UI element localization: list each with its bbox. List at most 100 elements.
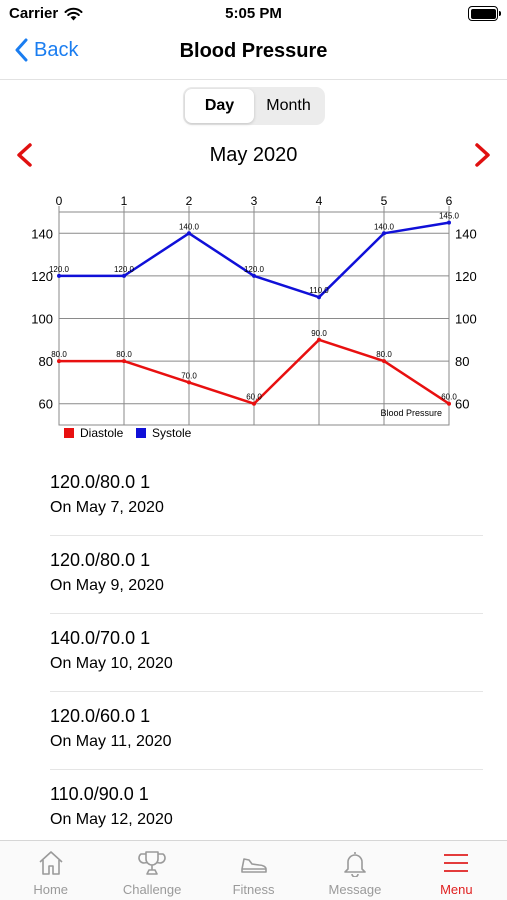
- data-point-diastole: [57, 359, 61, 364]
- bell-icon: [344, 852, 366, 877]
- data-label-systole: 120.0: [49, 265, 70, 274]
- tab-menu[interactable]: Menu: [406, 841, 507, 900]
- data-label-diastole: 70.0: [181, 371, 197, 380]
- x-tick-label: 0: [56, 194, 63, 208]
- sneaker-icon: [240, 858, 267, 873]
- chart-legend: Diastole Systole: [64, 426, 192, 440]
- month-selector: May 2020: [0, 138, 507, 172]
- tab-label: Challenge: [122, 882, 182, 897]
- data-label-diastole: 80.0: [51, 350, 67, 359]
- legend-swatch-systole: [136, 428, 146, 438]
- segment-day[interactable]: Day: [185, 89, 254, 123]
- tab-fitness[interactable]: Fitness: [203, 841, 304, 900]
- period-segmented-control: Day Month: [183, 87, 325, 125]
- list-item[interactable]: 120.0/80.0 1 On May 9, 2020: [50, 536, 483, 614]
- legend-label-systole: Systole: [152, 426, 192, 440]
- y-tick-label-right: 140: [455, 226, 477, 241]
- month-label: May 2020: [209, 144, 298, 166]
- y-tick-label-left: 120: [31, 269, 53, 284]
- reading-value: 110.0/90.0 1: [50, 784, 149, 804]
- data-point-diastole: [447, 401, 451, 406]
- y-tick-label-right: 120: [455, 269, 477, 284]
- x-tick-label: 3: [251, 194, 258, 208]
- tab-label: Home: [33, 882, 69, 897]
- reading-value: 140.0/70.0 1: [50, 628, 151, 648]
- x-tick-label: 1: [121, 194, 128, 208]
- reading-value: 120.0/80.0 1: [50, 472, 151, 492]
- reading-value: 120.0/80.0 1: [50, 550, 151, 570]
- y-tick-label-right: 80: [455, 354, 469, 369]
- tab-bar: Home Challenge Fitness Message Menu: [0, 840, 507, 900]
- data-point-diastole: [317, 337, 321, 342]
- data-label-systole: 120.0: [114, 265, 135, 274]
- chevron-left-icon[interactable]: [12, 142, 38, 168]
- y-tick-label-right: 100: [455, 312, 477, 327]
- wifi-icon: [64, 7, 83, 20]
- data-label-systole: 140.0: [179, 222, 200, 231]
- home-icon: [39, 851, 63, 875]
- blood-pressure-chart: 0 1 2 3 4 5 6 60 60 80 80 100 100 120 120 140 140 80.0 80.…: [31, 194, 477, 440]
- tab-home[interactable]: Home: [0, 841, 101, 900]
- legend-label-diastole: Diastole: [80, 426, 124, 440]
- tab-label: Menu: [440, 882, 473, 897]
- page-title: Blood Pressure: [179, 40, 328, 62]
- data-point-systole: [447, 220, 451, 225]
- carrier-label: Carrier: [9, 5, 59, 22]
- tab-label: Fitness: [232, 882, 275, 897]
- data-point-diastole: [252, 401, 256, 406]
- data-label-systole: 110.0: [309, 286, 329, 295]
- segment-month[interactable]: Month: [266, 97, 311, 114]
- x-tick-label: 2: [186, 194, 193, 208]
- data-label-systole: 140.0: [374, 222, 395, 231]
- status-time: 5:05 PM: [225, 5, 282, 22]
- y-tick-label-left: 60: [39, 397, 53, 412]
- data-label-diastole: 60.0: [441, 393, 457, 402]
- list-item[interactable]: 120.0/80.0 1 On May 7, 2020: [50, 458, 483, 536]
- data-label-systole: 120.0: [244, 265, 265, 274]
- y-tick-label-left: 140: [31, 226, 53, 241]
- data-point-diastole: [187, 380, 191, 385]
- chevron-right-icon[interactable]: [469, 142, 495, 168]
- reading-date: On May 9, 2020: [50, 577, 164, 594]
- data-point-systole: [317, 295, 321, 300]
- reading-date: On May 12, 2020: [50, 811, 173, 828]
- data-label-diastole: 60.0: [246, 393, 262, 402]
- data-point-systole: [122, 273, 126, 278]
- x-tick-label: 6: [446, 194, 453, 208]
- list-item[interactable]: 140.0/70.0 1 On May 10, 2020: [50, 614, 483, 692]
- data-point-diastole: [122, 359, 126, 364]
- menu-icon: [444, 854, 469, 872]
- y-tick-label-left: 100: [31, 312, 53, 327]
- back-button[interactable]: Back: [14, 38, 78, 62]
- status-bar: Carrier 5:05 PM: [0, 0, 507, 28]
- y-tick-label-right: 60: [455, 397, 469, 412]
- readings-list: 120.0/80.0 1 On May 7, 2020 120.0/80.0 1…: [0, 458, 507, 848]
- chart-description: Blood Pressure: [380, 408, 442, 418]
- tab-label: Message: [328, 882, 382, 897]
- reading-date: On May 11, 2020: [50, 733, 172, 750]
- list-item[interactable]: 110.0/90.0 1 On May 12, 2020: [50, 770, 483, 848]
- list-item[interactable]: 120.0/60.0 1 On May 11, 2020: [50, 692, 483, 770]
- back-label: Back: [34, 38, 79, 61]
- tab-challenge[interactable]: Challenge: [101, 841, 202, 900]
- data-label-diastole: 90.0: [311, 329, 327, 338]
- chevron-left-icon: [15, 38, 28, 62]
- legend-swatch-diastole: [64, 428, 74, 438]
- x-tick-label: 4: [316, 194, 323, 208]
- reading-date: On May 7, 2020: [50, 499, 164, 516]
- data-label-diastole: 80.0: [376, 350, 392, 359]
- y-tick-label-left: 80: [39, 354, 53, 369]
- x-tick-label: 5: [381, 194, 388, 208]
- data-point-systole: [57, 273, 61, 278]
- data-label-systole: 145.0: [439, 212, 460, 221]
- data-point-systole: [252, 273, 256, 278]
- tab-message[interactable]: Message: [304, 841, 405, 900]
- data-point-systole: [382, 231, 386, 236]
- navigation-bar: Back Blood Pressure: [0, 28, 507, 80]
- battery-icon: [468, 6, 501, 21]
- reading-value: 120.0/60.0 1: [50, 706, 151, 726]
- trophy-icon: [138, 851, 166, 875]
- carrier-indicator: Carrier: [9, 5, 83, 22]
- reading-date: On May 10, 2020: [50, 655, 173, 672]
- data-point-systole: [187, 231, 191, 236]
